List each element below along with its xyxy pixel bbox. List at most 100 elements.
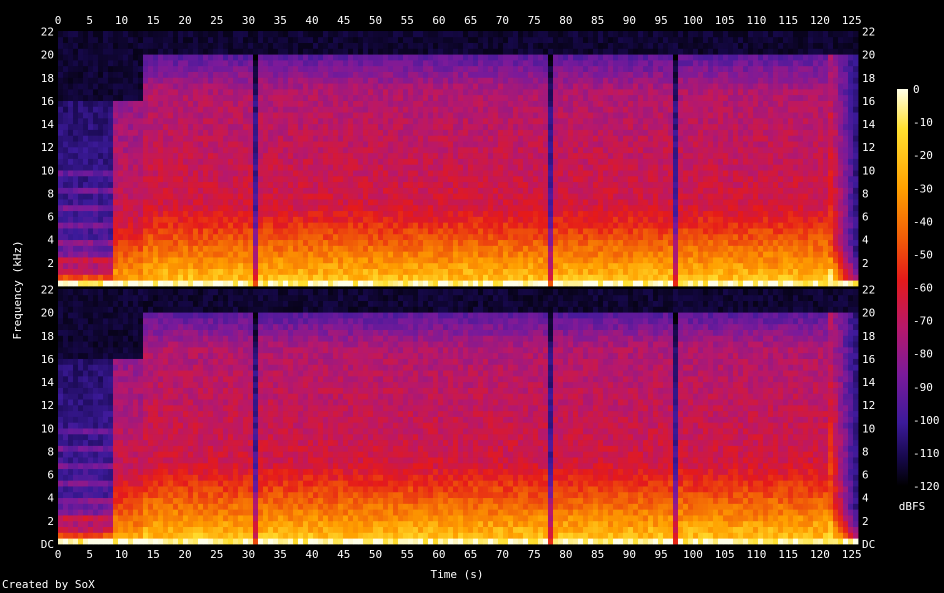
spectrogram-cell (138, 228, 144, 235)
spectrogram-cell (348, 106, 354, 113)
spectrogram-cell (338, 199, 344, 206)
spectrogram-cell (258, 193, 264, 200)
spectrogram-cell (333, 94, 339, 101)
spectrogram-cell (518, 204, 524, 212)
spectrogram-cell (368, 257, 374, 264)
spectrogram-cell (408, 36, 414, 43)
spectrogram-cell (348, 48, 354, 55)
spectrogram-cell (608, 152, 614, 159)
spectrogram-cell (213, 36, 219, 43)
spectrogram-cell (173, 146, 179, 154)
spectrogram-cell (188, 193, 194, 200)
spectrogram-cell (58, 65, 64, 72)
spectrogram-cell (93, 164, 99, 171)
spectrogram-cell (523, 94, 529, 101)
spectrogram-cell (603, 170, 609, 177)
spectrogram-cell (378, 59, 384, 67)
spectrogram-cell (58, 181, 64, 188)
spectrogram-cell (338, 36, 344, 43)
spectrogram-cell (533, 129, 539, 136)
spectrogram-cell (298, 135, 304, 142)
spectrogram-cell (73, 262, 79, 270)
spectrogram-cell (453, 42, 459, 49)
spectrogram-cell (178, 251, 184, 258)
spectrogram-cell (68, 48, 74, 55)
spectrogram-cell (298, 54, 304, 61)
spectrogram-cell (333, 123, 339, 130)
spectrogram-cell (613, 274, 619, 281)
spectrogram-cell (243, 262, 249, 270)
spectrogram-cell (608, 48, 614, 55)
spectrogram-cell (468, 245, 474, 252)
spectrogram-cell (193, 280, 199, 287)
spectrogram-cell (353, 42, 359, 49)
spectrogram-cell (238, 257, 244, 264)
spectrogram-cell (138, 48, 144, 55)
spectrogram-cell (123, 199, 129, 206)
spectrogram-cell (528, 239, 534, 246)
spectrogram-cell (543, 152, 549, 159)
spectrogram-cell (123, 268, 129, 275)
spectrogram-cell (543, 65, 549, 72)
spectrogram-cell (408, 262, 414, 270)
spectrogram-cell (453, 88, 459, 96)
spectrogram-cell (393, 106, 399, 113)
spectrogram-cell (138, 152, 144, 159)
spectrogram-cell (483, 245, 489, 252)
spectrogram-cell (358, 88, 364, 96)
spectrogram-cell (458, 233, 464, 241)
spectrogram-cell (148, 42, 154, 49)
spectrogram-cell (478, 135, 484, 142)
spectrogram-cell (193, 42, 199, 49)
spectrogram-cell (158, 251, 164, 258)
spectrogram-cell (103, 54, 109, 61)
spectrogram-cell (298, 280, 304, 287)
spectrogram-cell (168, 152, 174, 159)
spectrogram-cell (593, 31, 599, 38)
spectrogram-cell (193, 94, 199, 101)
spectrogram-cell (153, 170, 159, 177)
spectrogram-cell (448, 251, 454, 258)
spectrogram-cell (333, 31, 339, 38)
spectrogram-cell (548, 123, 554, 130)
spectrogram-cell (203, 280, 209, 287)
spectrogram-cell (288, 48, 294, 55)
spectrogram-cell (563, 31, 569, 38)
spectrogram-cell (318, 59, 324, 67)
spectrogram-cell (243, 164, 249, 171)
spectrogram-cell (468, 187, 474, 194)
spectrogram-cell (498, 152, 504, 159)
spectrogram-cell (578, 54, 584, 61)
spectrogram-cell (433, 280, 439, 287)
spectrogram-cell (63, 268, 69, 275)
spectrogram-cell (308, 216, 314, 223)
spectrogram-cell (588, 251, 594, 258)
spectrogram-cell (68, 158, 74, 165)
spectrogram-cell (463, 129, 469, 136)
spectrogram-cell (358, 193, 364, 200)
spectrogram-cell (443, 100, 449, 107)
spectrogram-cell (283, 210, 289, 217)
spectrogram-cell (528, 199, 534, 206)
spectrogram-cell (138, 94, 144, 101)
spectrogram-cell (603, 48, 609, 55)
spectrogram-cell (238, 129, 244, 136)
spectrogram-cell (553, 274, 559, 281)
spectrogram-cell (408, 187, 414, 194)
spectrogram-cell (508, 83, 514, 90)
spectrogram-cell (358, 31, 364, 38)
spectrogram-cell (623, 175, 629, 183)
spectrogram-cell (158, 112, 164, 119)
spectrogram-cell (493, 100, 499, 107)
spectrogram-cell (458, 65, 464, 72)
spectrogram-cell (498, 83, 504, 90)
spectrogram-cell (483, 31, 489, 38)
spectrogram-cell (203, 262, 209, 270)
spectrogram-cell (308, 152, 314, 159)
spectrogram-cell (218, 36, 224, 43)
spectrogram-cell (573, 210, 579, 217)
spectrogram-cell (323, 204, 329, 212)
spectrogram-cell (88, 268, 94, 275)
spectrogram-cell (573, 100, 579, 107)
spectrogram-cell (608, 88, 614, 96)
